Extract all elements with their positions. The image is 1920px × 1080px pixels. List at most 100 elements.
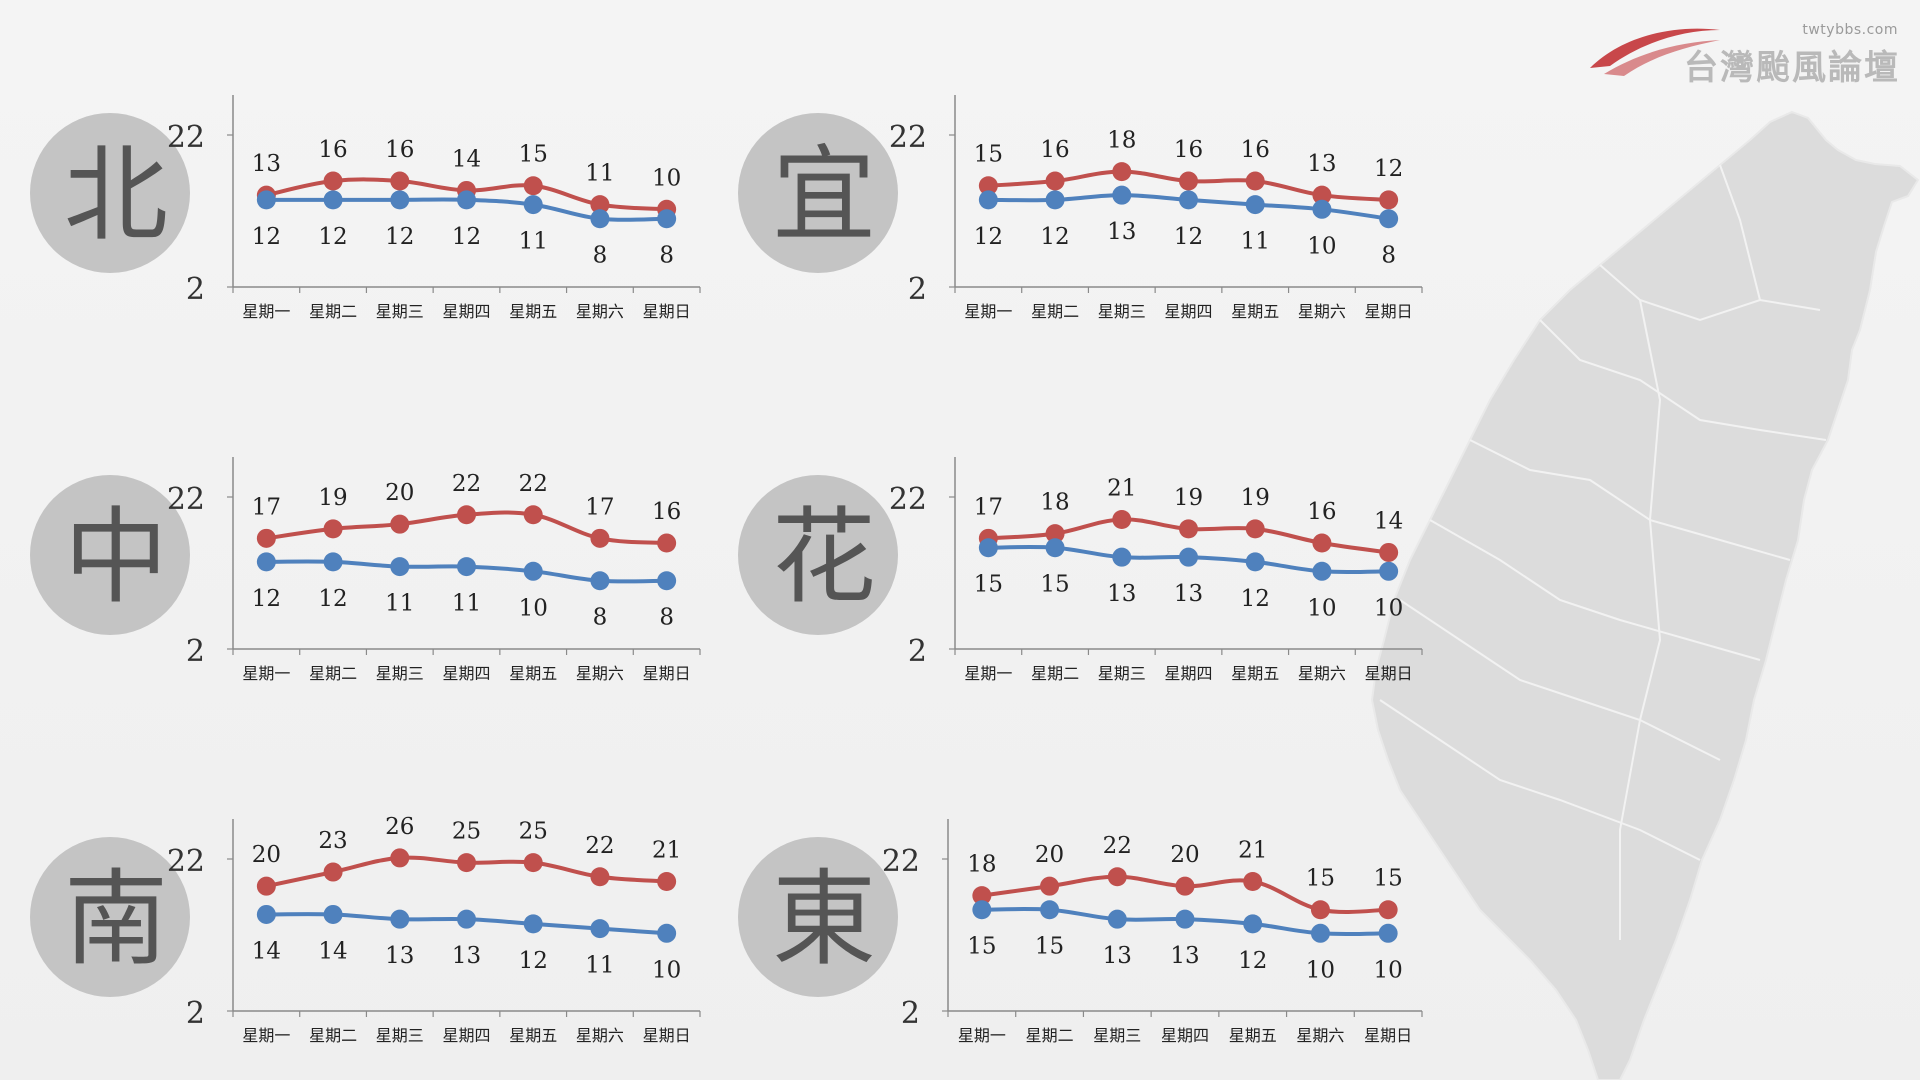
low-temp-label: 12 <box>1241 586 1270 612</box>
high-temp-label: 22 <box>1103 833 1132 859</box>
high-temp-label: 16 <box>1241 137 1270 163</box>
high-temp-label: 14 <box>1374 508 1403 534</box>
high-temp-point <box>657 871 677 891</box>
x-tick-label: 星期二 <box>1031 302 1079 321</box>
high-temp-point <box>523 853 543 873</box>
low-temp-label: 15 <box>1040 572 1069 598</box>
x-tick-label: 星期四 <box>1164 664 1212 683</box>
y-tick-label: 22 <box>167 844 205 879</box>
low-temp-point <box>1310 923 1330 943</box>
high-temp-label: 25 <box>452 819 481 845</box>
high-temp-label: 20 <box>252 842 281 868</box>
y-tick-label: 2 <box>908 272 927 307</box>
low-temp-label: 11 <box>519 229 548 255</box>
high-temp-point <box>1245 519 1265 539</box>
low-temp-point <box>1179 547 1198 567</box>
region-badge <box>30 837 190 997</box>
low-temp-point <box>972 900 992 920</box>
x-tick-label: 星期五 <box>1229 1026 1277 1045</box>
x-tick-label: 星期二 <box>309 302 357 321</box>
y-tick-label: 2 <box>186 996 205 1031</box>
swoosh-icon <box>1590 28 1720 76</box>
low-temp-point <box>657 571 677 591</box>
high-temp-point <box>1107 867 1127 887</box>
high-temp-point <box>256 876 276 896</box>
x-tick-label: 星期六 <box>576 664 624 683</box>
y-tick-label: 22 <box>889 120 927 155</box>
low-temp-point <box>590 209 610 229</box>
low-temp-label: 12 <box>385 224 414 250</box>
high-temp-point <box>972 886 992 906</box>
x-tick-label: 星期一 <box>964 302 1012 321</box>
high-temp-label: 16 <box>1174 137 1203 163</box>
x-tick-label: 星期二 <box>1031 664 1079 683</box>
high-temp-label: 15 <box>1306 866 1335 892</box>
y-tick-label: 2 <box>186 272 205 307</box>
low-temp-label: 8 <box>1381 243 1396 269</box>
low-temp-point <box>1107 909 1127 929</box>
low-temp-point <box>657 923 677 943</box>
x-tick-label: 星期五 <box>509 1026 557 1045</box>
low-temp-label: 12 <box>452 224 481 250</box>
low-temp-label: 8 <box>659 605 674 631</box>
x-tick-label: 星期一 <box>958 1026 1006 1045</box>
high-temp-label: 16 <box>652 499 681 525</box>
high-temp-label: 20 <box>1035 842 1064 868</box>
high-temp-label: 23 <box>318 828 347 854</box>
low-temp-label: 10 <box>1374 957 1403 983</box>
x-tick-label: 星期一 <box>242 302 290 321</box>
high-temp-label: 10 <box>652 165 681 191</box>
low-temp-label: 14 <box>252 938 281 964</box>
x-tick-label: 星期日 <box>643 302 691 321</box>
x-tick-label: 星期六 <box>1298 664 1346 683</box>
high-temp-point <box>1243 871 1263 891</box>
x-tick-label: 星期六 <box>576 1026 624 1045</box>
low-temp-label: 8 <box>593 605 608 631</box>
low-temp-point <box>1312 199 1332 219</box>
low-temp-point <box>1379 561 1399 581</box>
low-temp-point <box>1379 209 1399 229</box>
low-temp-point <box>1243 914 1263 934</box>
region-badge <box>738 837 898 997</box>
brand-logo: twtybbs.com 台灣颱風論壇 <box>1580 18 1900 88</box>
high-temp-label: 16 <box>385 137 414 163</box>
high-temp-label: 14 <box>452 146 481 172</box>
high-temp-point <box>1310 900 1330 920</box>
low-temp-label: 13 <box>1107 581 1136 607</box>
high-temp-point <box>590 528 610 548</box>
high-temp-label: 19 <box>1241 485 1270 511</box>
high-temp-point <box>323 171 343 191</box>
high-temp-label: 22 <box>519 471 548 497</box>
high-temp-label: 15 <box>974 142 1003 168</box>
high-temp-point <box>1179 519 1198 539</box>
low-temp-label: 13 <box>452 943 481 969</box>
county-borders <box>1379 164 1827 940</box>
low-temp-label: 10 <box>652 957 681 983</box>
low-temp-point <box>1045 190 1065 210</box>
low-temp-point <box>323 190 343 210</box>
low-temp-label: 10 <box>519 595 548 621</box>
region-label: 中 <box>64 496 168 618</box>
y-tick-label: 2 <box>908 634 927 669</box>
low-temp-label: 11 <box>1241 229 1270 255</box>
high-temp-label: 22 <box>585 833 614 859</box>
x-tick-label: 星期一 <box>242 1026 290 1045</box>
low-temp-label: 15 <box>974 572 1003 598</box>
x-tick-label: 星期五 <box>1231 664 1279 683</box>
high-temp-point <box>657 533 677 553</box>
x-tick-label: 星期日 <box>1365 664 1413 683</box>
high-temp-point <box>390 514 410 534</box>
low-temp-label: 12 <box>519 948 548 974</box>
low-temp-point <box>1312 561 1332 581</box>
high-temp-point <box>1379 190 1399 210</box>
low-temp-label: 13 <box>1174 581 1203 607</box>
low-temp-point <box>1245 552 1265 572</box>
low-temp-label: 13 <box>385 943 414 969</box>
high-temp-point <box>1045 171 1065 191</box>
low-temp-label: 12 <box>252 586 281 612</box>
low-temp-point <box>390 909 410 929</box>
high-temp-label: 20 <box>385 480 414 506</box>
high-temp-point <box>1245 171 1265 191</box>
high-temp-label: 15 <box>519 142 548 168</box>
